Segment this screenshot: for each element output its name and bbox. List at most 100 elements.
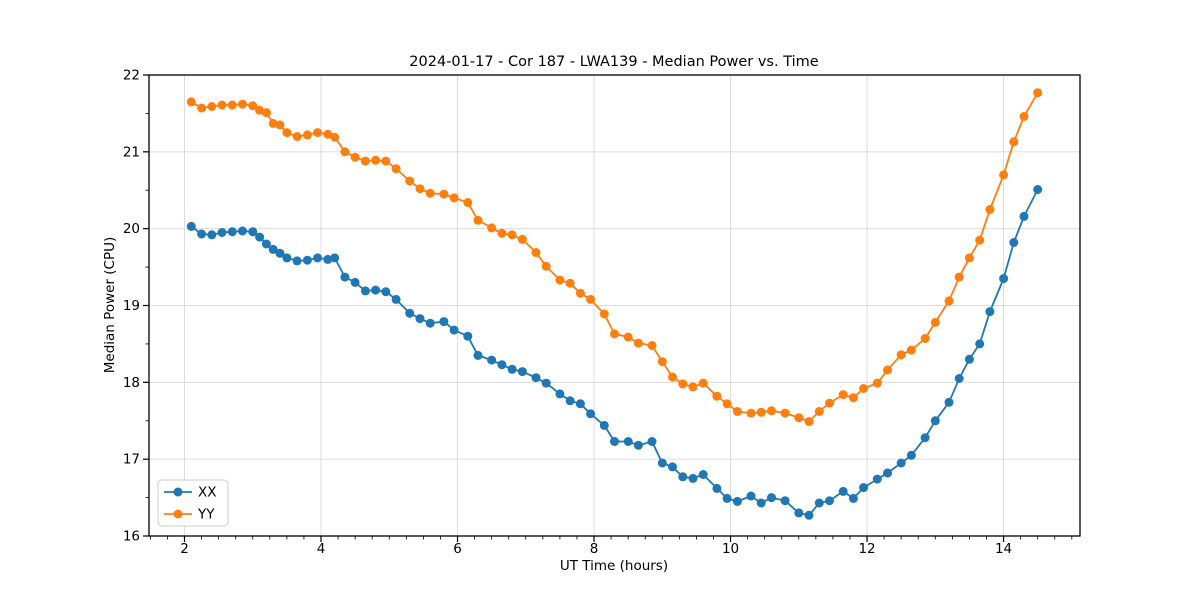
data-point-YY — [623, 332, 633, 342]
data-point-XX — [507, 364, 517, 374]
data-point-XX — [555, 389, 565, 399]
data-point-YY — [1033, 88, 1043, 98]
data-point-XX — [780, 496, 790, 506]
data-point-YY — [531, 248, 541, 257]
data-point-YY — [360, 156, 370, 166]
data-point-YY — [238, 99, 247, 109]
data-point-YY — [883, 365, 892, 375]
data-point-YY — [657, 357, 667, 367]
data-point-XX — [814, 498, 824, 508]
data-point-YY — [555, 275, 565, 285]
data-point-YY — [248, 101, 258, 111]
data-point-YY — [207, 102, 217, 111]
data-point-XX — [255, 232, 265, 242]
data-point-YY — [906, 345, 916, 355]
data-point-XX — [517, 367, 527, 377]
data-point-YY — [340, 147, 350, 157]
data-point-XX — [313, 253, 323, 263]
data-point-XX — [586, 409, 596, 419]
data-point-XX — [463, 331, 473, 341]
data-point-YY — [668, 372, 677, 382]
data-point-XX — [268, 244, 278, 254]
data-point-XX — [999, 274, 1009, 284]
data-point-YY — [186, 97, 196, 107]
data-point-XX — [906, 450, 916, 460]
data-point-YY — [920, 334, 930, 343]
data-point-YY — [999, 170, 1009, 180]
data-point-XX — [954, 374, 964, 383]
data-point-YY — [449, 193, 459, 203]
data-point-XX — [292, 256, 302, 266]
data-point-YY — [678, 379, 688, 389]
data-point-XX — [657, 458, 667, 468]
data-point-XX — [405, 308, 415, 318]
data-point-XX — [487, 355, 497, 365]
y-tick-label: 17 — [123, 452, 140, 468]
chart-plot-area: 2 4 6 8 10 12 14 16 17 18 19 20 21 22 XX YY — [123, 68, 1081, 557]
data-point-XX — [698, 470, 708, 479]
data-point-YY — [985, 205, 995, 214]
y-tick-label: 19 — [123, 298, 140, 314]
data-point-XX — [883, 468, 892, 478]
data-point-YY — [323, 129, 333, 139]
data-point-YY — [405, 176, 415, 186]
data-point-XX — [323, 254, 333, 264]
data-point-YY — [292, 132, 302, 141]
data-point-YY — [975, 235, 985, 245]
data-point-YY — [391, 164, 401, 174]
data-point-XX — [647, 437, 657, 446]
legend-marker-YY — [173, 509, 183, 519]
data-point-YY — [275, 120, 285, 130]
data-point-XX — [439, 317, 449, 327]
data-point-XX — [248, 227, 258, 237]
data-point-YY — [722, 399, 732, 409]
data-point-XX — [449, 325, 459, 335]
data-point-XX — [1009, 238, 1019, 247]
data-point-XX — [610, 437, 619, 446]
data-point-XX — [197, 229, 207, 239]
data-point-YY — [217, 100, 227, 110]
data-point-XX — [767, 493, 776, 503]
data-point-XX — [261, 239, 271, 249]
axes-spines — [148, 74, 1081, 537]
data-point-XX — [371, 285, 381, 295]
data-point-YY — [1019, 112, 1029, 121]
data-point-YY — [330, 132, 340, 142]
data-point-YY — [794, 413, 804, 423]
data-point-YY — [541, 261, 551, 271]
data-point-XX — [985, 307, 995, 317]
data-point-XX — [302, 255, 312, 265]
data-point-XX — [1033, 185, 1043, 194]
data-point-XX — [688, 473, 698, 483]
data-point-XX — [746, 491, 756, 501]
data-point-XX — [668, 462, 677, 472]
legend-marker-XX — [173, 487, 183, 497]
data-point-XX — [473, 350, 483, 360]
data-point-YY — [698, 378, 708, 388]
data-point-YY — [732, 407, 742, 416]
data-point-YY — [712, 391, 722, 401]
data-point-YY — [804, 417, 814, 426]
y-tick-label: 16 — [123, 529, 140, 545]
data-point-YY — [944, 296, 954, 306]
x-tick-label: 6 — [453, 541, 462, 557]
data-point-YY — [473, 215, 483, 225]
data-point-YY — [756, 407, 766, 417]
data-point-XX — [633, 440, 643, 450]
data-point-XX — [541, 378, 551, 388]
data-point-XX — [575, 399, 585, 409]
data-point-YY — [261, 108, 271, 118]
data-point-XX — [227, 227, 237, 237]
data-point-XX — [944, 397, 954, 407]
y-axis-label: Median Power (CPU) — [102, 237, 118, 373]
data-point-YY — [507, 230, 517, 240]
data-point-YY — [371, 155, 381, 165]
data-point-XX — [1019, 211, 1029, 221]
data-point-YY — [575, 288, 585, 298]
data-point-XX — [330, 253, 340, 263]
x-tick-label: 4 — [317, 541, 326, 557]
y-tick-label: 18 — [123, 375, 140, 391]
data-point-XX — [623, 437, 633, 446]
